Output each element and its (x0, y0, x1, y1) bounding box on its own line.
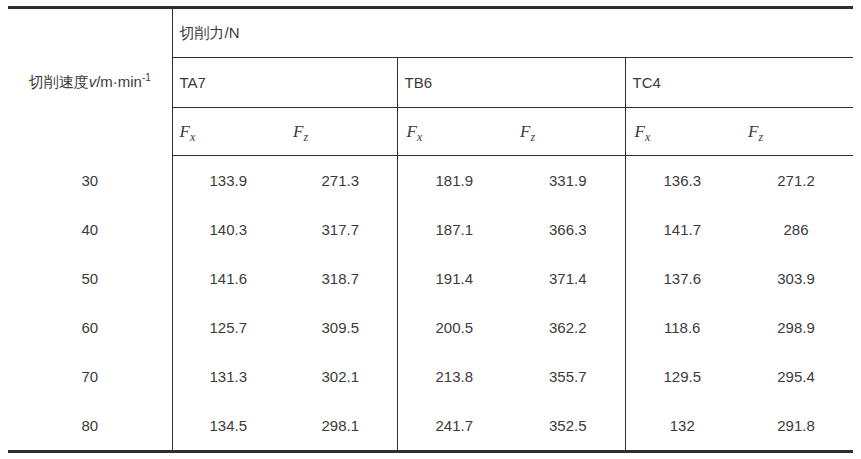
value-tb6-fz: 362.2 (511, 303, 625, 352)
value-ta7-fx: 131.3 (172, 352, 284, 401)
fz-symbol: Fz (748, 122, 763, 141)
component-header-ta7-fz: Fz (284, 108, 397, 156)
component-header-tc4-fz: Fz (739, 108, 853, 156)
value-tc4-fz: 291.8 (739, 401, 853, 452)
speed-value: 70 (8, 352, 172, 401)
table-row: 80 134.5 298.1 241.7 352.5 132 291.8 (8, 401, 853, 452)
value-tc4-fx: 132 (625, 401, 739, 452)
value-tb6-fx: 191.4 (397, 254, 511, 303)
speed-value: 60 (8, 303, 172, 352)
speed-unit: /m·min (96, 73, 142, 90)
value-tc4-fz: 303.9 (739, 254, 853, 303)
value-tc4-fx: 136.3 (625, 156, 739, 206)
value-tb6-fx: 200.5 (397, 303, 511, 352)
table-row: 70 131.3 302.1 213.8 355.7 129.5 295.4 (8, 352, 853, 401)
value-tc4-fx: 118.6 (625, 303, 739, 352)
value-tb6-fx: 241.7 (397, 401, 511, 452)
value-ta7-fx: 134.5 (172, 401, 284, 452)
value-ta7-fx: 141.6 (172, 254, 284, 303)
material-header-tc4: TC4 (625, 58, 853, 108)
fx-symbol: Fx (635, 122, 651, 141)
value-tb6-fz: 331.9 (511, 156, 625, 206)
header-row-force: 切削速度v/m·min-1 切削力/N (8, 8, 853, 58)
speed-header-prefix: 切削速度 (29, 73, 89, 90)
component-header-tb6-fx: Fx (397, 108, 511, 156)
value-tc4-fz: 286 (739, 205, 853, 254)
table-row: 50 141.6 318.7 191.4 371.4 137.6 303.9 (8, 254, 853, 303)
value-tb6-fx: 213.8 (397, 352, 511, 401)
table-row: 30 133.9 271.3 181.9 331.9 136.3 271.2 (8, 156, 853, 206)
table-row: 40 140.3 317.7 187.1 366.3 141.7 286 (8, 205, 853, 254)
value-tc4-fz: 295.4 (739, 352, 853, 401)
value-tc4-fx: 137.6 (625, 254, 739, 303)
speed-value: 50 (8, 254, 172, 303)
fz-symbol: Fz (293, 122, 308, 141)
value-ta7-fz: 309.5 (284, 303, 397, 352)
value-ta7-fz: 302.1 (284, 352, 397, 401)
value-ta7-fz: 271.3 (284, 156, 397, 206)
material-header-ta7: TA7 (172, 58, 397, 108)
value-tc4-fz: 298.9 (739, 303, 853, 352)
fx-symbol: Fx (407, 122, 423, 141)
value-tb6-fz: 352.5 (511, 401, 625, 452)
component-header-tb6-fz: Fz (511, 108, 625, 156)
value-tb6-fx: 181.9 (397, 156, 511, 206)
value-ta7-fz: 318.7 (284, 254, 397, 303)
table-row: 60 125.7 309.5 200.5 362.2 118.6 298.9 (8, 303, 853, 352)
value-tc4-fx: 141.7 (625, 205, 739, 254)
value-tb6-fz: 371.4 (511, 254, 625, 303)
speed-variable: v (89, 73, 97, 90)
value-ta7-fz: 298.1 (284, 401, 397, 452)
component-header-ta7-fx: Fx (172, 108, 284, 156)
speed-unit-exponent: -1 (142, 72, 151, 83)
value-tb6-fz: 366.3 (511, 205, 625, 254)
value-ta7-fx: 125.7 (172, 303, 284, 352)
speed-value: 40 (8, 205, 172, 254)
component-header-tc4-fx: Fx (625, 108, 739, 156)
value-ta7-fx: 133.9 (172, 156, 284, 206)
value-tb6-fz: 355.7 (511, 352, 625, 401)
value-tb6-fx: 187.1 (397, 205, 511, 254)
fz-symbol: Fz (520, 122, 535, 141)
value-ta7-fz: 317.7 (284, 205, 397, 254)
speed-header-cell: 切削速度v/m·min-1 (8, 8, 172, 156)
material-header-tb6: TB6 (397, 58, 625, 108)
value-tc4-fz: 271.2 (739, 156, 853, 206)
force-header-cell: 切削力/N (172, 8, 853, 58)
fx-symbol: Fx (180, 122, 196, 141)
cutting-force-table: 切削速度v/m·min-1 切削力/N TA7 TB6 TC4 Fx Fz Fx… (8, 6, 853, 453)
page: 切削速度v/m·min-1 切削力/N TA7 TB6 TC4 Fx Fz Fx… (0, 0, 861, 459)
value-tc4-fx: 129.5 (625, 352, 739, 401)
speed-value: 30 (8, 156, 172, 206)
value-ta7-fx: 140.3 (172, 205, 284, 254)
speed-value: 80 (8, 401, 172, 452)
